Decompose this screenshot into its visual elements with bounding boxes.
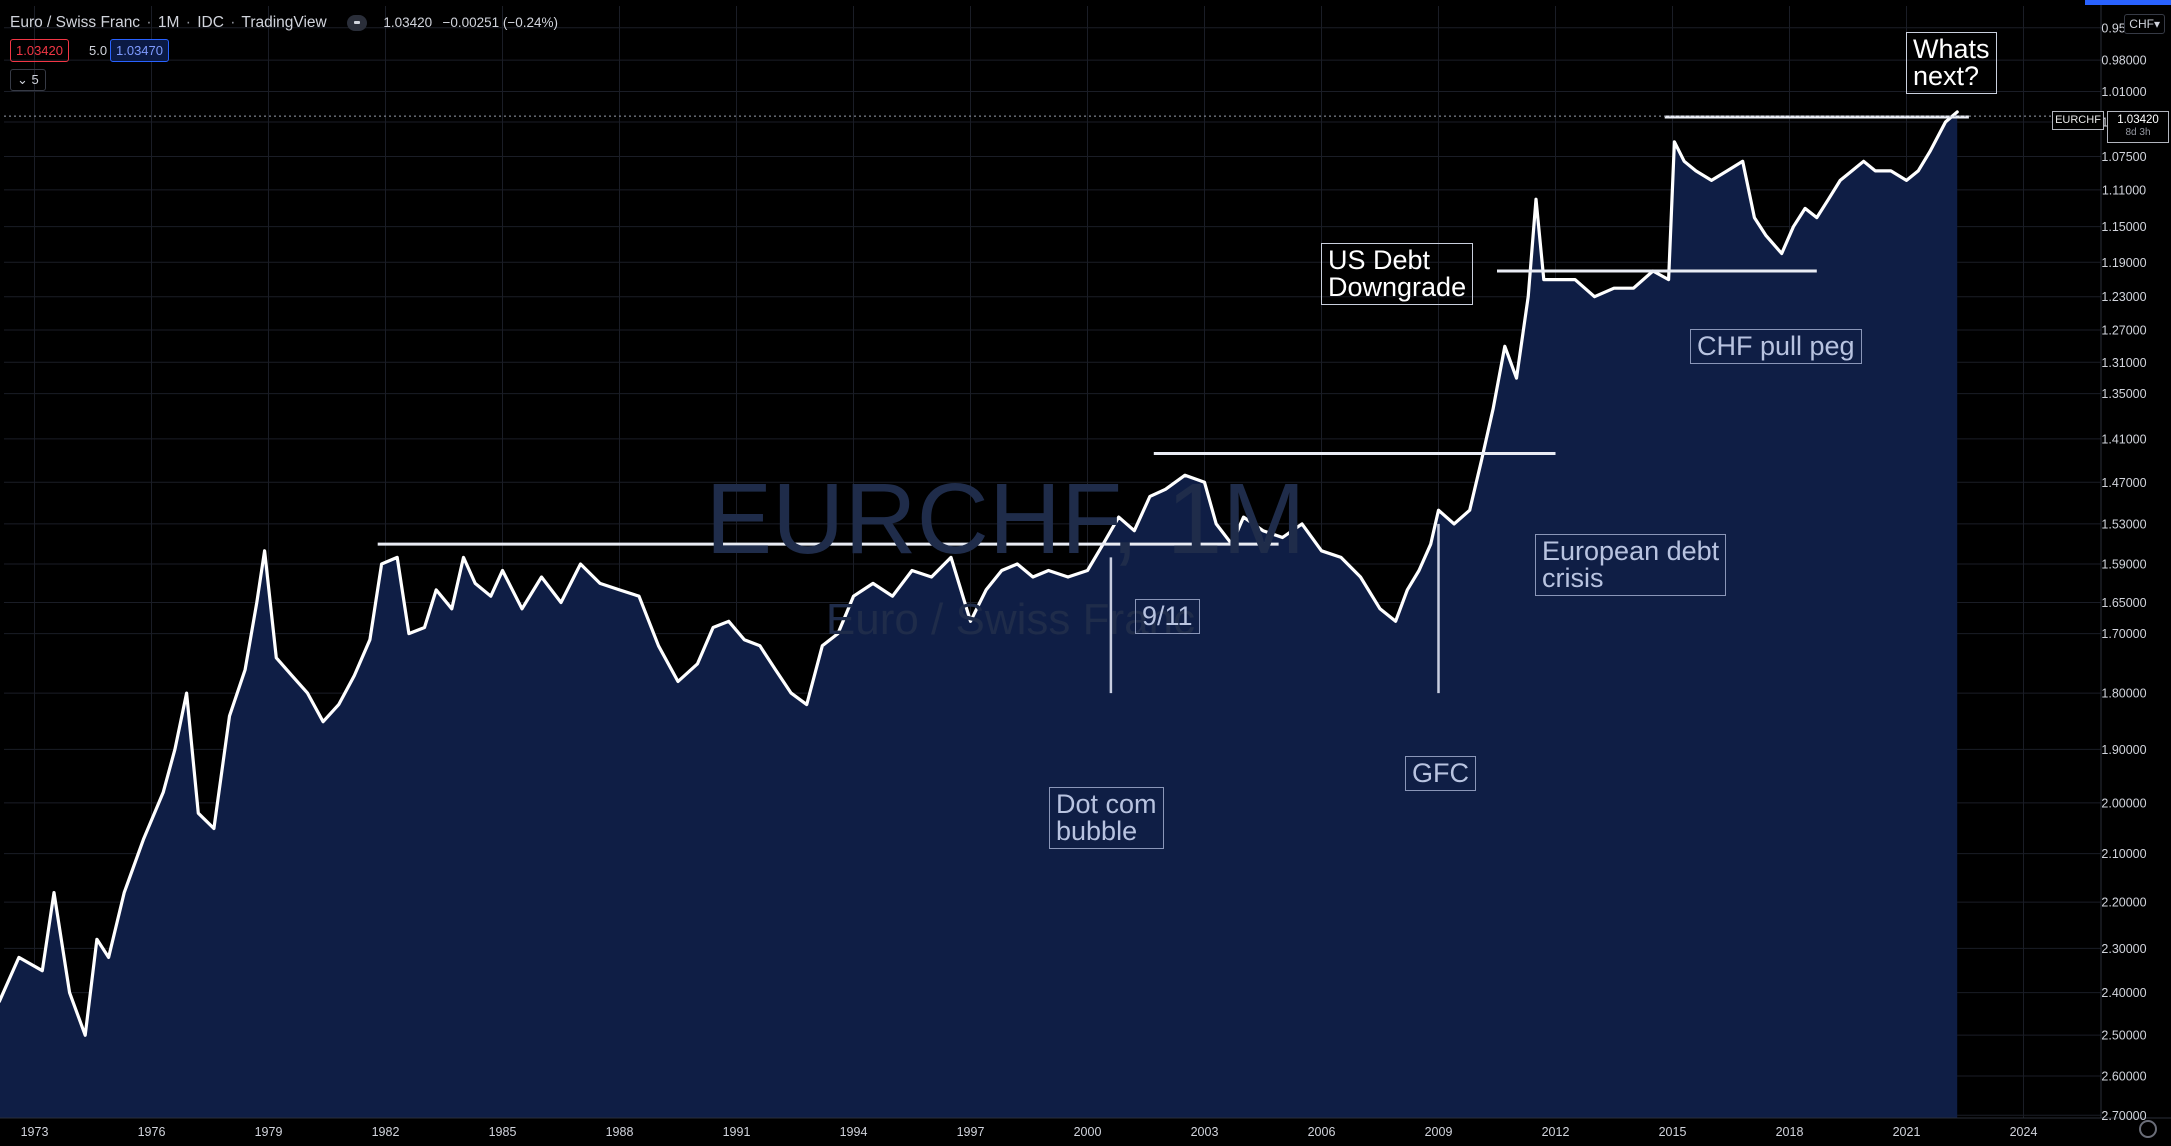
x-tick-label: 1982 [372,1125,400,1139]
annotation-9-11[interactable]: 9/11 [1135,599,1200,634]
y-tick-label: 0.98000 [2101,54,2146,68]
x-tick-label: 1997 [957,1125,985,1139]
buy-price-button[interactable]: 1.03470 [110,39,169,62]
sell-price-button[interactable]: 1.03420 [10,39,69,62]
y-tick-label: 1.01000 [2101,85,2146,99]
annotation-dot-com-bubble[interactable]: Dot com bubble [1049,787,1164,849]
y-tick-label: 1.27000 [2101,324,2146,338]
x-tick-label: 1985 [489,1125,517,1139]
last-price: 1.03420 [383,15,433,30]
x-tick-label: 2021 [1893,1125,1921,1139]
y-tick-label: 1.59000 [2101,557,2146,571]
x-tick-label: 1988 [606,1125,634,1139]
interval[interactable]: 1M [157,14,180,31]
currency-selector[interactable]: CHF▾ [2124,14,2165,34]
y-tick-label: 1.11000 [2102,183,2146,197]
y-tick-label: 2.60000 [2101,1070,2146,1084]
bar-countdown: 8d 3h [2125,127,2151,138]
x-tick-label: 2003 [1191,1125,1219,1139]
annotation-whats-next[interactable]: Whats next? [1906,32,1997,94]
y-tick-label: 1.31000 [2101,356,2146,370]
indicators-collapse-button[interactable]: ⌄ 5 [10,69,46,91]
x-tick-label: 1973 [21,1125,49,1139]
annotation-european-debt-crisis[interactable]: European debt crisis [1535,534,1727,596]
watermark-symbol: EURCHF, 1M [705,463,1306,575]
y-tick-label: 2.70000 [2101,1109,2146,1123]
annotation-us-debt-downgrade[interactable]: US Debt Downgrade [1321,243,1474,305]
x-tick-label: 2000 [1074,1125,1102,1139]
symbol-name[interactable]: Euro / Swiss Franc [10,14,141,31]
y-tick-label: 2.40000 [2101,986,2146,1000]
y-tick-label: 1.53000 [2101,517,2146,531]
x-tick-label: 2015 [1659,1125,1687,1139]
y-tick-label: 2.20000 [2101,896,2146,910]
indicators-count: 5 [31,72,39,87]
x-tick-label: 1994 [840,1125,868,1139]
x-tick-label: 2006 [1308,1125,1336,1139]
y-tick-label: 1.35000 [2101,387,2146,401]
chevron-down-icon: ⌄ [17,72,28,87]
y-tick-label: 1.23000 [2101,290,2146,304]
annotation-gfc[interactable]: GFC [1405,756,1476,791]
visibility-eye-icon[interactable] [347,14,368,31]
exchange: IDC [197,14,224,31]
y-tick-label: 1.15000 [2101,220,2146,234]
x-tick-label: 2012 [1542,1125,1570,1139]
y-tick-label: 1.80000 [2101,687,2146,701]
spread-value: 5.0 [89,43,108,58]
annotation-chf-pull-peg[interactable]: CHF pull peg [1690,329,1862,364]
y-tick-label: 1.07500 [2101,150,2146,164]
last-price-value: 1.03420 [2117,114,2159,126]
top-accent-bar [2085,0,2171,5]
price-change: −0.00251 (−0.24%) [442,15,559,30]
y-tick-label: 1.70000 [2101,627,2146,641]
platform: TradingView [241,14,327,31]
x-tick-label: 1976 [138,1125,166,1139]
last-price-label: 1.03420 8d 3h [2107,111,2169,143]
y-tick-label: 1.41000 [2101,432,2146,446]
x-tick-label: 2018 [1776,1125,1804,1139]
x-tick-label: 2009 [1425,1125,1453,1139]
y-tick-label: 2.50000 [2101,1029,2146,1043]
currency-label: CHF [2129,17,2154,31]
y-tick-label: 1.65000 [2101,596,2146,610]
x-tick-label: 1979 [255,1125,283,1139]
y-tick-label: 1.47000 [2101,476,2146,490]
chevron-down-icon: ▾ [2153,17,2160,31]
y-tick-label: 2.10000 [2101,847,2146,861]
x-tick-label: 1991 [723,1125,751,1139]
y-tick-label: 1.19000 [2101,256,2146,270]
watermark-name: Euro / Swiss Franc [825,595,1196,644]
y-tick-label: 2.00000 [2101,796,2146,810]
y-tick-label: 1.90000 [2101,743,2146,757]
chart-header: Euro / Swiss Franc · 1M · IDC · TradingV… [10,14,559,31]
y-tick-label: 2.30000 [2101,942,2146,956]
series-area [0,111,1958,1118]
x-tick-label: 2024 [2010,1125,2038,1139]
settings-gear-icon[interactable] [2139,1120,2157,1138]
symbol-price-label: EURCHF [2052,111,2104,130]
series-line [0,110,1959,1037]
